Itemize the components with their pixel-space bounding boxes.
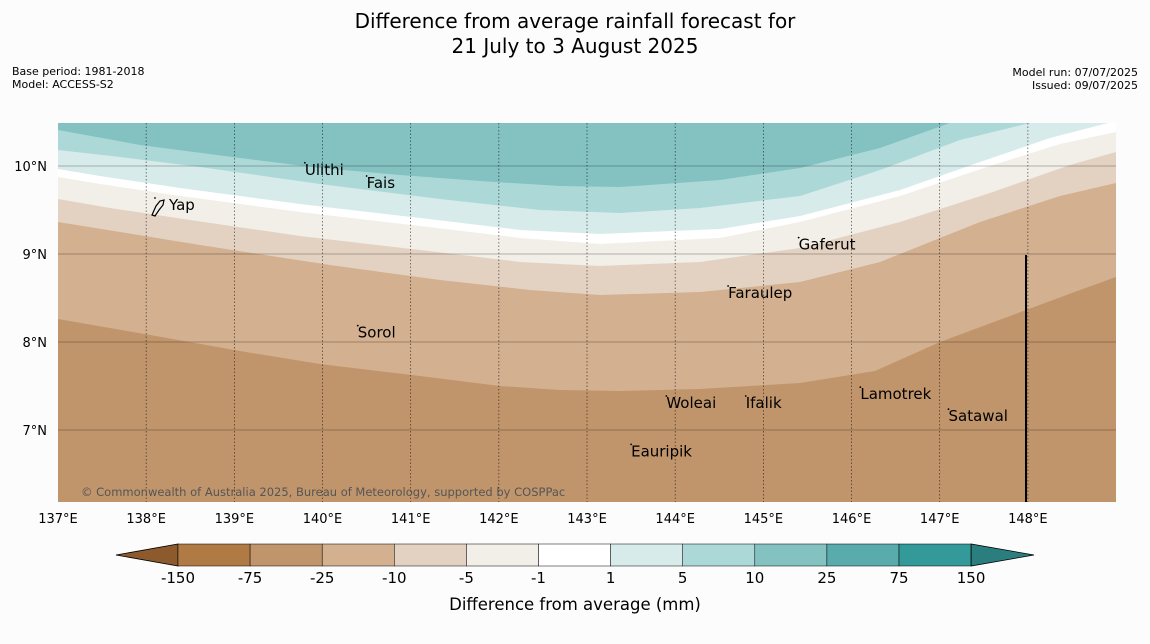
legend-tick-label: -150 bbox=[161, 569, 195, 587]
place-label: Woleai bbox=[666, 394, 716, 412]
copyright-note: © Commonwealth of Australia 2025, Bureau… bbox=[81, 485, 565, 499]
island-marker bbox=[365, 175, 368, 177]
legend-tick-label: -1 bbox=[531, 569, 546, 587]
island-marker bbox=[154, 197, 156, 199]
legend-tick-label: -75 bbox=[238, 569, 263, 587]
place-label: Lamotrek bbox=[860, 385, 931, 403]
legend-tick-label: 150 bbox=[957, 569, 986, 587]
island-marker bbox=[859, 386, 862, 389]
map-title-line1: Difference from average rainfall forecas… bbox=[354, 9, 796, 33]
lon-label: 147°E bbox=[920, 512, 960, 527]
island-marker bbox=[727, 285, 729, 287]
legend-tick-label: 75 bbox=[889, 569, 908, 587]
place-label: Ifalik bbox=[746, 394, 782, 412]
legend-swatch bbox=[177, 543, 251, 567]
lon-label: 142°E bbox=[479, 512, 519, 527]
place-label: Fais bbox=[367, 174, 396, 192]
legend-swatch bbox=[898, 543, 972, 567]
longitude-labels: 137°E 138°E 139°E 140°E 141°E 142°E 143°E 144°E… bbox=[38, 512, 1047, 527]
lat-label: 10°N bbox=[14, 160, 47, 175]
legend-title: Difference from average (mm) bbox=[449, 595, 701, 614]
legend-tick-label: -5 bbox=[459, 569, 474, 587]
yap-island-shape bbox=[151, 199, 165, 217]
zone-pos10-pos25 bbox=[58, 123, 950, 187]
meta-right: Model run: 07/07/2025 Issued: 09/07/2025 bbox=[1012, 66, 1138, 92]
legend-tick-label: 25 bbox=[817, 569, 836, 587]
island-marker bbox=[356, 324, 359, 327]
lat-label: 8°N bbox=[23, 336, 48, 351]
latitude-labels: 10°N 9°N 8°N 7°N bbox=[14, 160, 47, 439]
legend-tick-label: -10 bbox=[382, 569, 407, 587]
legend-swatch bbox=[538, 543, 611, 567]
place-label: Ulithi bbox=[305, 161, 344, 179]
place-label: Faraulep bbox=[728, 284, 792, 302]
island-marker bbox=[797, 236, 800, 239]
island-marker bbox=[665, 395, 668, 397]
gridlines bbox=[58, 123, 1116, 502]
issued-date: Issued: 09/07/2025 bbox=[1031, 79, 1138, 92]
lon-label: 148°E bbox=[1008, 512, 1048, 527]
lon-label: 137°E bbox=[38, 512, 78, 527]
lon-label: 141°E bbox=[391, 512, 431, 527]
colorbar-legend: -150 -75 -25 -10 -5 -1 1 5 10 25 75 150 bbox=[115, 543, 1035, 587]
lon-label: 144°E bbox=[655, 512, 695, 527]
lon-label: 146°E bbox=[832, 512, 872, 527]
legend-tick-label: -25 bbox=[310, 569, 335, 587]
legend-swatch bbox=[754, 543, 828, 567]
legend-extend-high bbox=[970, 543, 1035, 567]
legend-swatch bbox=[321, 543, 395, 567]
model-run: Model run: 07/07/2025 bbox=[1012, 66, 1138, 79]
island-marker bbox=[744, 395, 747, 397]
legend-swatch bbox=[249, 543, 323, 567]
legend-swatch bbox=[682, 543, 756, 567]
map-title-line2: 21 July to 3 August 2025 bbox=[451, 34, 699, 58]
lon-label: 140°E bbox=[303, 512, 343, 527]
meta-left: Base period: 1981-2018 Model: ACCESS-S2 bbox=[12, 65, 144, 91]
island-marker bbox=[303, 161, 306, 164]
lat-label: 9°N bbox=[23, 248, 48, 263]
place-label: Gaferut bbox=[799, 236, 856, 254]
legend-swatch bbox=[610, 543, 683, 567]
legend-swatch bbox=[826, 543, 900, 567]
place-labels: Ulithi Fais Yap Gaferut Faraulep Sorol Lamotre… bbox=[154, 161, 1008, 460]
legend-swatch bbox=[466, 543, 539, 567]
place-label: Yap bbox=[168, 196, 195, 214]
legend-extend-low bbox=[115, 543, 179, 567]
place-label: Sorol bbox=[358, 324, 396, 342]
island-marker bbox=[947, 408, 950, 411]
lat-label: 7°N bbox=[23, 424, 48, 439]
place-label: Eauripik bbox=[631, 442, 692, 460]
model-name: Model: ACCESS-S2 bbox=[12, 78, 114, 91]
legend-tick-label: 5 bbox=[678, 569, 688, 587]
lon-label: 145°E bbox=[744, 512, 784, 527]
legend-swatch bbox=[394, 543, 467, 567]
lon-label: 138°E bbox=[126, 512, 166, 527]
base-period: Base period: 1981-2018 bbox=[12, 65, 145, 78]
yap-island-outline bbox=[151, 199, 165, 217]
place-label: Satawal bbox=[949, 407, 1008, 425]
map-fill-layers bbox=[58, 123, 1116, 502]
lon-label: 139°E bbox=[215, 512, 255, 527]
legend-tick-label: 10 bbox=[745, 569, 764, 587]
island-marker bbox=[630, 443, 633, 446]
legend-tick-label: 1 bbox=[606, 569, 616, 587]
lon-label: 143°E bbox=[567, 512, 607, 527]
